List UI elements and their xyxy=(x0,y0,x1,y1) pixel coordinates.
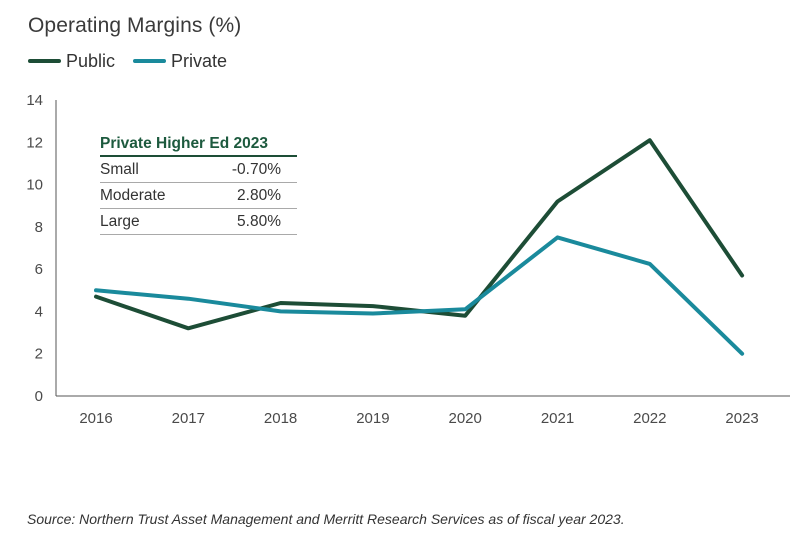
y-tick-label: 12 xyxy=(26,134,43,151)
legend-item-private: Private xyxy=(133,51,227,72)
chart-title: Operating Margins (%) xyxy=(28,14,242,37)
x-tick-label: 2016 xyxy=(79,410,112,427)
x-tick-label: 2017 xyxy=(172,410,205,427)
legend-swatch-private xyxy=(133,59,167,63)
series-line-private xyxy=(94,235,745,356)
x-tick-label: 2021 xyxy=(541,410,574,427)
line-chart: 0 2 4 6 8 10 12 14 2016 2017 2018 2019 2020 2021 2022 2… xyxy=(26,92,790,427)
legend-item-public: Public xyxy=(28,51,115,72)
x-tick-label: 2020 xyxy=(449,410,482,427)
y-tick-label: 8 xyxy=(35,219,43,236)
row-label-small: Small xyxy=(100,156,199,183)
legend-label-public: Public xyxy=(66,50,116,71)
y-tick-label: 0 xyxy=(35,388,43,405)
legend: Public Private xyxy=(28,49,245,73)
y-tick-label: 14 xyxy=(26,92,43,109)
row-label-large: Large xyxy=(100,208,199,235)
row-value-large: 5.80% xyxy=(198,208,297,235)
row-value-small: -0.70% xyxy=(198,156,297,183)
x-tick-label: 2019 xyxy=(356,410,389,427)
x-tick-label: 2023 xyxy=(725,410,758,427)
inset-table: Private Higher Ed 2023 Small -0.70% Mode… xyxy=(100,133,297,235)
x-tick-label: 2022 xyxy=(633,410,666,427)
table-row: Moderate 2.80% xyxy=(100,182,297,209)
table-row: Large 5.80% xyxy=(100,208,297,235)
x-tick-label: 2018 xyxy=(264,410,297,427)
inset-table-header-row: Private Higher Ed 2023 xyxy=(100,133,297,157)
table-row: Small -0.70% xyxy=(100,156,297,183)
y-tick-label: 10 xyxy=(26,177,43,194)
y-tick-label: 2 xyxy=(35,346,43,363)
row-value-moderate: 2.80% xyxy=(198,182,297,209)
legend-label-private: Private xyxy=(171,50,228,71)
inset-table-title: Private Higher Ed 2023 xyxy=(100,133,297,157)
source-note: Source: Northern Trust Asset Management … xyxy=(27,511,625,527)
y-tick-label: 6 xyxy=(35,261,43,278)
y-tick-label: 4 xyxy=(35,303,43,320)
row-label-moderate: Moderate xyxy=(100,182,199,209)
legend-swatch-public xyxy=(28,59,61,63)
